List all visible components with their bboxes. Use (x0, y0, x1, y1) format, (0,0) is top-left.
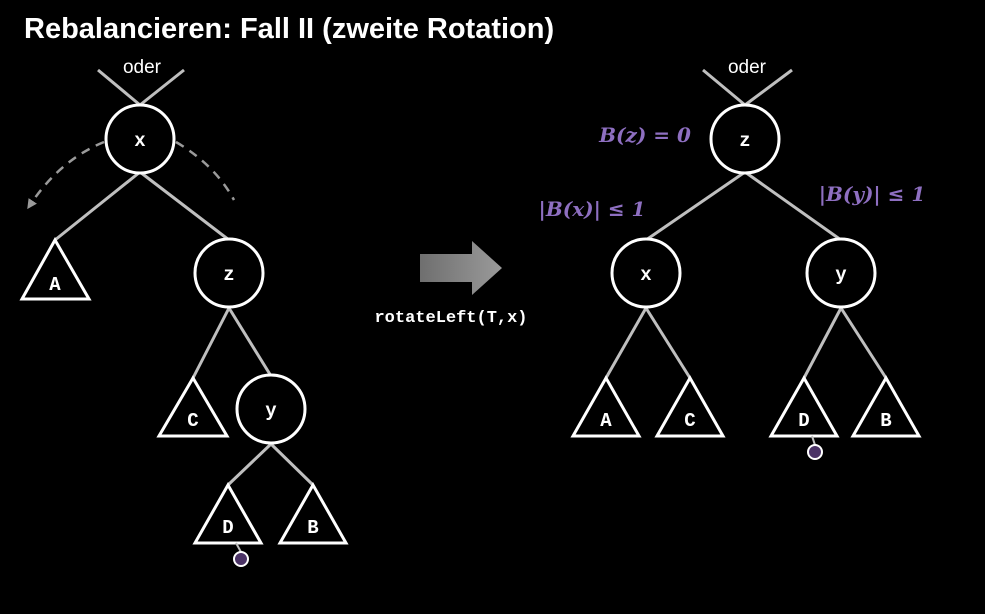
svg-text:y: y (835, 264, 847, 286)
svg-text:C: C (187, 410, 198, 432)
subtree-d: D (192, 481, 264, 545)
tree-after: oder z x y A C (539, 57, 926, 460)
edge-y-d (226, 442, 273, 487)
svg-text:x: x (134, 130, 145, 152)
rotation-arrow: rotateLeft(T,x) (374, 241, 528, 328)
svg-text:A: A (600, 410, 612, 432)
svg-text:C: C (684, 410, 695, 432)
oder-label-right: oder (728, 57, 767, 78)
edge-x-z (139, 170, 230, 242)
balance-x: |B(x)| ≤ 1 (539, 197, 646, 221)
edge-parent-left-a (97, 68, 141, 107)
svg-text:A: A (49, 274, 61, 296)
edge-y-d-right (802, 307, 843, 379)
right-arrow-icon (420, 241, 502, 295)
node-z: z (193, 237, 265, 309)
edge-x-c-right (644, 307, 692, 379)
node-y: y (235, 373, 307, 445)
node-x-right: x (610, 237, 682, 309)
marker-stem-left (235, 542, 242, 553)
rotation-arrow-left (27, 140, 105, 210)
operation-label: rotateLeft(T,x) (374, 309, 527, 328)
insert-marker-left (233, 551, 249, 567)
edge-y-b (269, 442, 315, 487)
subtree-d-right: D (768, 374, 840, 438)
node-z-right: z (709, 103, 781, 175)
svg-text:z: z (223, 264, 234, 286)
subtree-c: C (156, 375, 230, 438)
balance-z: B(z) = 0 (598, 123, 691, 147)
marker-stem-right (811, 435, 816, 446)
svg-text:D: D (798, 410, 809, 432)
oder-label-left: oder (123, 57, 162, 78)
edge-z-y-right (744, 170, 842, 242)
subtree-b: B (277, 481, 349, 545)
node-x: x (104, 103, 176, 175)
edge-z-y (227, 307, 273, 377)
edge-x-a-right (604, 307, 648, 379)
edge-parent-right-a (702, 68, 746, 107)
edge-y-b-right (839, 307, 888, 379)
subtree-a-right: A (570, 374, 642, 438)
edge-parent-right-b (744, 68, 793, 107)
svg-text:B: B (880, 410, 891, 432)
svg-text:x: x (640, 264, 651, 286)
svg-text:D: D (222, 517, 233, 539)
insert-marker-right (807, 444, 823, 460)
balance-y: |B(y)| ≤ 1 (819, 182, 926, 206)
svg-text:B: B (307, 517, 318, 539)
edge-parent-left-b (139, 68, 185, 107)
node-y-right: y (805, 237, 877, 309)
subtree-c-right: C (654, 374, 726, 438)
slide-title: Rebalancieren: Fall II (zweite Rotation) (24, 13, 554, 45)
edge-z-c (191, 307, 231, 379)
edge-x-a (54, 170, 141, 242)
tree-before: oder x z y A C (19, 57, 349, 567)
subtree-a: A (19, 236, 92, 301)
svg-text:z: z (739, 130, 750, 152)
rotation-arrow-right (175, 140, 236, 201)
edge-z-x (645, 170, 746, 242)
subtree-b-right: B (850, 374, 922, 438)
svg-text:y: y (265, 400, 277, 422)
